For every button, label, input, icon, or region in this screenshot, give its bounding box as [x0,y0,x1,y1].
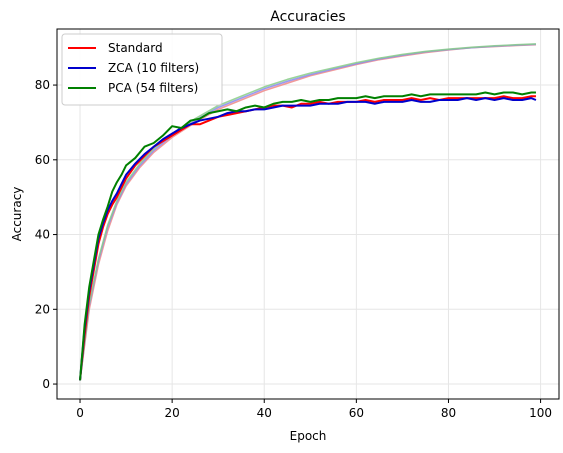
x-tick-label: 40 [257,406,272,420]
series-line-2 [79,91,536,381]
x-tick-label: 100 [529,406,552,420]
x-tick-label: 0 [76,406,84,420]
chart-title: Accuracies [270,9,345,25]
y-tick-label: 0 [42,377,50,391]
x-tick-label: 60 [349,406,364,420]
train-lines [79,43,537,381]
legend: Standard ZCA (10 filters) PCA (54 filters) [61,33,223,106]
test-lines [79,91,537,381]
x-tick-label: 80 [441,406,456,420]
legend-box [61,33,223,106]
plot-frame [56,28,560,400]
y-axis-label: Accuracy [10,187,24,242]
legend-entry: Standard [108,41,163,55]
train-series-line [79,43,537,381]
series-line-1 [79,97,537,381]
y-tick-label: 20 [35,302,50,316]
y-tick-label: 80 [35,78,50,92]
legend-entry: ZCA (10 filters) [108,61,199,75]
x-tick-label: 20 [164,406,179,420]
y-tick-label: 60 [35,153,50,167]
series-line-0 [79,95,536,381]
y-tick-label: 40 [35,228,50,242]
x-axis-label: Epoch [290,429,327,443]
ticks: 0 20 40 60 80 100 0 20 40 60 80 [35,78,552,420]
legend-entry: PCA (54 filters) [108,81,198,95]
